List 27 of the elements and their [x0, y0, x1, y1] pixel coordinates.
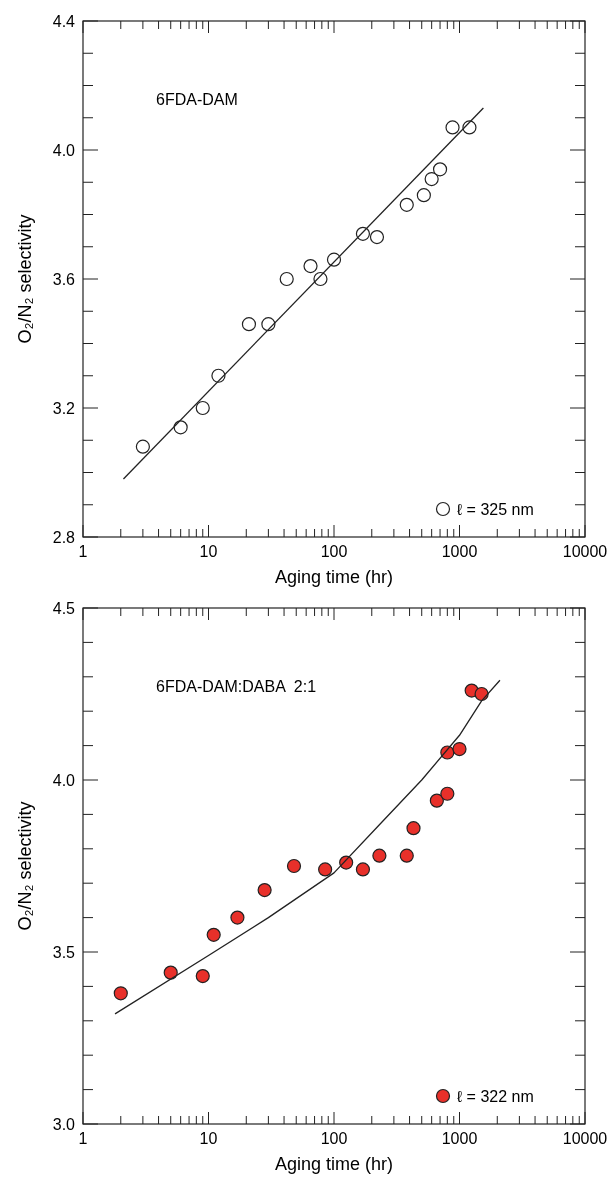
y-tick-label: 4.0	[52, 771, 76, 789]
x-tick-label: 10000	[562, 543, 608, 560]
legend-label: ℓ = 325 nm	[457, 500, 534, 518]
y-axis-title: O₂/N₂ selectivity	[15, 801, 35, 931]
x-axis-title: Aging time (hr)	[274, 1154, 394, 1174]
annotation: 6FDA-DAM:DABA 2:1	[156, 678, 317, 695]
y-tick-label: 4.4	[52, 12, 76, 30]
y-tick-label: 2.8	[52, 528, 76, 546]
x-tick-label: 1	[78, 543, 88, 560]
x-tick-label: 1000	[441, 543, 478, 560]
annotation: 6FDA-DAM	[156, 91, 238, 108]
y-axis-title: O₂/N₂ selectivity	[15, 214, 35, 344]
x-tick-label: 1	[78, 1130, 88, 1147]
y-tick-label: 3.2	[52, 399, 76, 417]
x-tick-label: 100	[320, 1130, 348, 1147]
x-tick-label: 10	[199, 1130, 218, 1147]
y-tick-label: 3.5	[52, 943, 76, 961]
x-tick-label: 1000	[441, 1130, 478, 1147]
y-tick-label: 4.0	[52, 141, 76, 159]
x-tick-label: 10	[199, 543, 218, 560]
x-axis-title: Aging time (hr)	[274, 567, 394, 587]
x-tick-label: 10000	[562, 1130, 608, 1147]
y-tick-label: 4.5	[52, 599, 76, 617]
y-tick-label: 3.0	[52, 1115, 76, 1133]
legend-label: ℓ = 322 nm	[457, 1087, 534, 1105]
y-tick-label: 3.6	[52, 270, 76, 288]
x-tick-label: 100	[320, 543, 348, 560]
